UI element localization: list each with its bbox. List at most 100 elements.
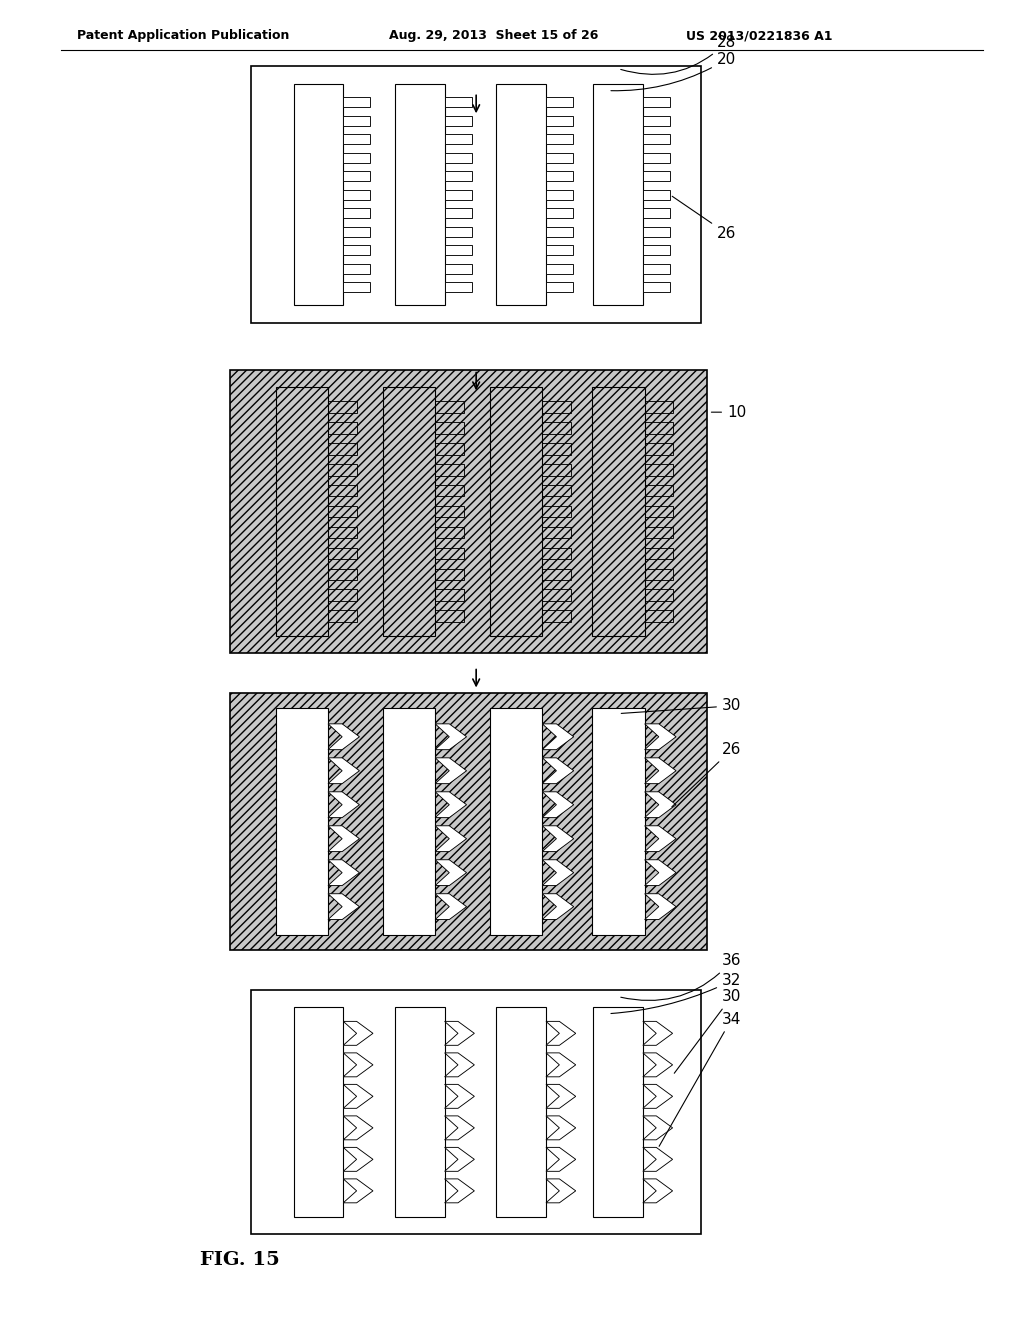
Polygon shape	[343, 1022, 373, 1045]
Polygon shape	[543, 758, 573, 784]
Bar	[343, 190, 371, 199]
Text: FIG. 15: FIG. 15	[200, 1251, 280, 1270]
Polygon shape	[643, 1053, 673, 1077]
Bar	[546, 98, 573, 107]
Bar	[444, 135, 472, 144]
Bar	[546, 264, 573, 275]
Bar	[343, 282, 371, 293]
Polygon shape	[435, 723, 467, 750]
Bar	[444, 153, 472, 162]
Polygon shape	[645, 758, 676, 784]
Polygon shape	[543, 723, 573, 750]
Polygon shape	[435, 859, 467, 886]
Bar	[343, 264, 371, 275]
Bar	[543, 610, 570, 622]
Bar	[543, 590, 570, 601]
Bar	[645, 610, 673, 622]
Bar	[645, 444, 673, 454]
Bar	[643, 282, 670, 293]
Bar	[435, 484, 464, 496]
Bar	[546, 227, 573, 236]
Polygon shape	[546, 1115, 575, 1140]
Polygon shape	[643, 1147, 673, 1171]
Bar	[546, 190, 573, 199]
Polygon shape	[645, 826, 676, 851]
Bar	[328, 527, 356, 539]
Text: 30: 30	[622, 698, 741, 713]
Bar	[275, 709, 328, 935]
Polygon shape	[328, 792, 359, 817]
Polygon shape	[435, 758, 467, 784]
Bar	[643, 172, 670, 181]
Polygon shape	[444, 1053, 474, 1077]
Polygon shape	[444, 1115, 474, 1140]
Bar	[230, 693, 707, 950]
Polygon shape	[328, 826, 359, 851]
Text: Aug. 29, 2013  Sheet 15 of 26: Aug. 29, 2013 Sheet 15 of 26	[389, 29, 598, 42]
Bar	[643, 209, 670, 218]
Text: 30: 30	[674, 989, 741, 1073]
Bar	[543, 569, 570, 579]
Text: 32: 32	[611, 973, 741, 1014]
Bar	[546, 172, 573, 181]
Polygon shape	[546, 1053, 575, 1077]
Bar	[444, 98, 472, 107]
Bar	[592, 387, 645, 636]
Bar	[328, 610, 356, 622]
Bar	[275, 387, 328, 636]
Bar	[643, 227, 670, 236]
Text: 10: 10	[712, 405, 746, 420]
Bar	[444, 209, 472, 218]
Bar	[645, 569, 673, 579]
Bar	[328, 401, 356, 413]
Bar	[543, 527, 570, 539]
Polygon shape	[643, 1084, 673, 1109]
Bar	[328, 506, 356, 517]
Polygon shape	[444, 1147, 474, 1171]
Bar	[328, 548, 356, 560]
Polygon shape	[645, 723, 676, 750]
Bar	[294, 1007, 343, 1217]
Bar	[343, 209, 371, 218]
Bar	[543, 401, 570, 413]
Polygon shape	[328, 723, 359, 750]
Text: US 2013/0221836 A1: US 2013/0221836 A1	[686, 29, 833, 42]
Polygon shape	[328, 894, 359, 920]
Polygon shape	[343, 1179, 373, 1203]
Bar	[645, 590, 673, 601]
Bar	[645, 506, 673, 517]
Bar	[343, 135, 371, 144]
Bar	[593, 84, 643, 305]
Polygon shape	[543, 792, 573, 817]
Polygon shape	[643, 1115, 673, 1140]
Polygon shape	[546, 1022, 575, 1045]
Polygon shape	[444, 1179, 474, 1203]
Bar	[328, 465, 356, 475]
Bar	[435, 444, 464, 454]
Bar	[497, 1007, 546, 1217]
Bar	[645, 548, 673, 560]
Polygon shape	[343, 1115, 373, 1140]
Bar	[543, 484, 570, 496]
Bar	[645, 527, 673, 539]
Text: 36: 36	[621, 953, 741, 1001]
Text: 20: 20	[611, 51, 736, 91]
Bar	[328, 484, 356, 496]
Bar	[543, 506, 570, 517]
Bar	[383, 709, 435, 935]
Bar	[343, 98, 371, 107]
Bar	[343, 246, 371, 256]
Bar	[546, 209, 573, 218]
Polygon shape	[543, 859, 573, 886]
Text: 26: 26	[672, 197, 736, 240]
Bar	[435, 465, 464, 475]
Bar	[444, 116, 472, 125]
Bar	[444, 282, 472, 293]
Polygon shape	[343, 1053, 373, 1077]
Bar	[543, 422, 570, 434]
Polygon shape	[444, 1084, 474, 1109]
Bar	[444, 264, 472, 275]
Bar	[435, 422, 464, 434]
Polygon shape	[643, 1179, 673, 1203]
Bar	[643, 264, 670, 275]
